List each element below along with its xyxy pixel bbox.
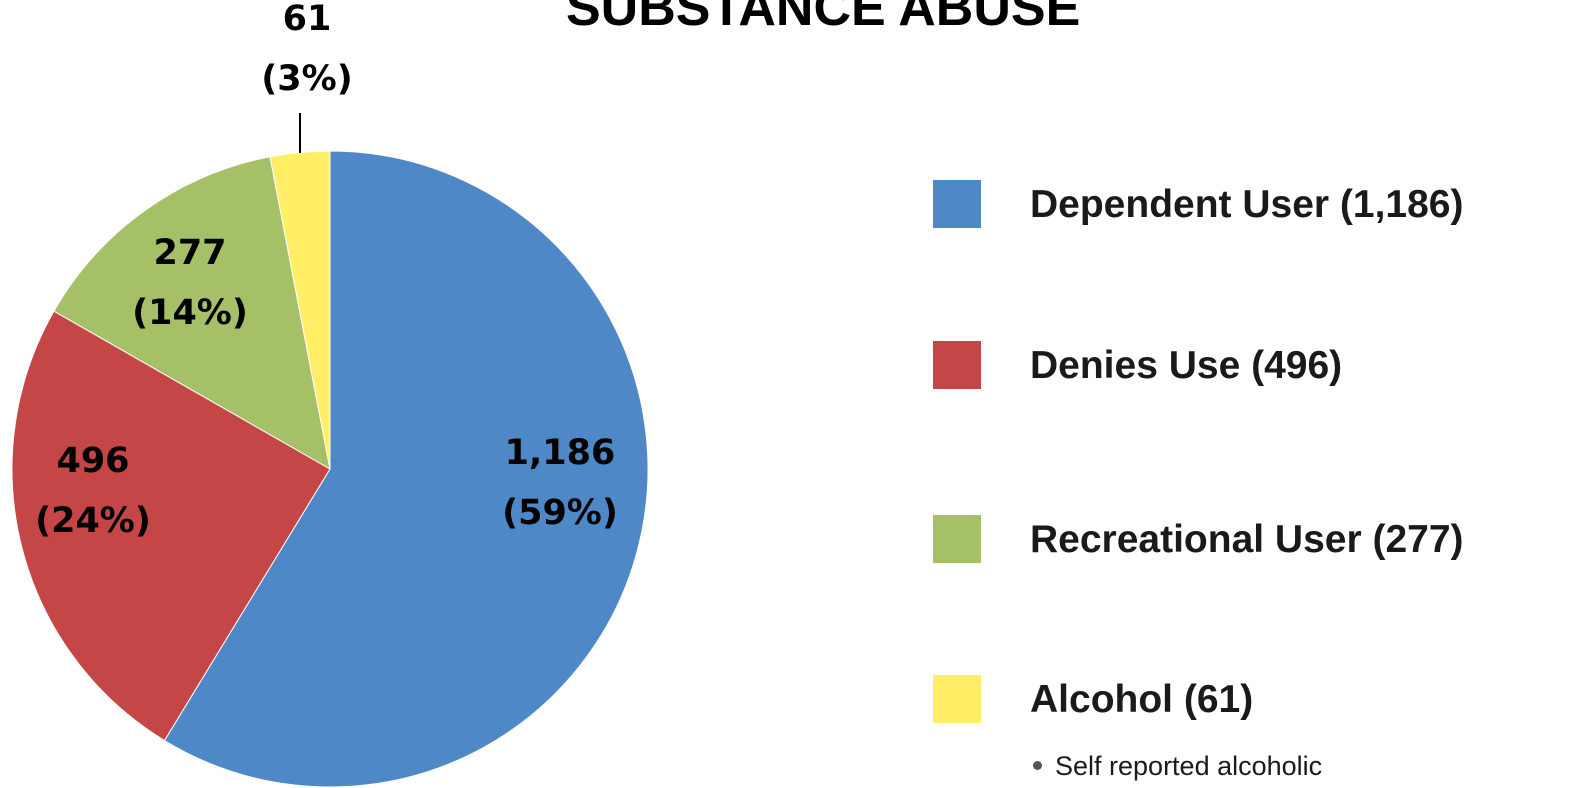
pie-slice-recreational-user — [53, 156, 331, 470]
data-label-value-denies-use: 496 — [56, 441, 129, 481]
legend-item-alcohol: Alcohol (61) — [933, 675, 1573, 725]
bullet-dot-icon — [1033, 761, 1042, 771]
pie-slice-dependent-user — [163, 150, 649, 788]
chart-title: SUBSTANCE ABUSE — [566, 0, 1081, 37]
pie-slice-denies-use — [11, 310, 331, 742]
pie-chart: 1,186 (59%) 496 (24%) 277 (14%) 61 (3%) — [11, 0, 649, 788]
data-label-value-dependent-user: 1,186 — [505, 433, 616, 473]
chart-legend: Dependent User (1,186) Denies Use (496) … — [933, 0, 1573, 788]
legend-label-dependent-user: Dependent User (1,186) — [1030, 183, 1464, 226]
legend-item-denies-use: Denies Use (496) — [933, 341, 1573, 391]
data-label-value-recreational-user: 277 — [153, 233, 226, 273]
legend-item-dependent-user: Dependent User (1,186) — [933, 180, 1573, 230]
pie-slices — [11, 150, 649, 788]
data-label-percent-recreational-user: (14%) — [132, 293, 248, 333]
legend-item-recreational-user: Recreational User (277) — [933, 515, 1573, 565]
data-label-percent-denies-use: (24%) — [35, 501, 151, 541]
pie-data-labels: 1,186 (59%) 496 (24%) 277 (14%) 61 (3%) — [35, 0, 618, 541]
legend-note-text: Self reported alcoholic — [1055, 751, 1323, 781]
legend-label-alcohol: Alcohol (61) — [1030, 678, 1254, 721]
legend-note: Self reported alcoholic — [1033, 750, 1322, 782]
legend-swatch-alcohol — [933, 675, 981, 723]
legend-label-recreational-user: Recreational User (277) — [1030, 518, 1464, 561]
legend-label-denies-use: Denies Use (496) — [1030, 344, 1343, 387]
data-label-value-alcohol: 61 — [283, 0, 332, 39]
data-label-percent-dependent-user: (59%) — [502, 493, 618, 533]
legend-swatch-denies-use — [933, 341, 981, 389]
legend-swatch-dependent-user — [933, 180, 981, 228]
data-label-percent-alcohol: (3%) — [261, 59, 352, 99]
legend-swatch-recreational-user — [933, 515, 981, 563]
